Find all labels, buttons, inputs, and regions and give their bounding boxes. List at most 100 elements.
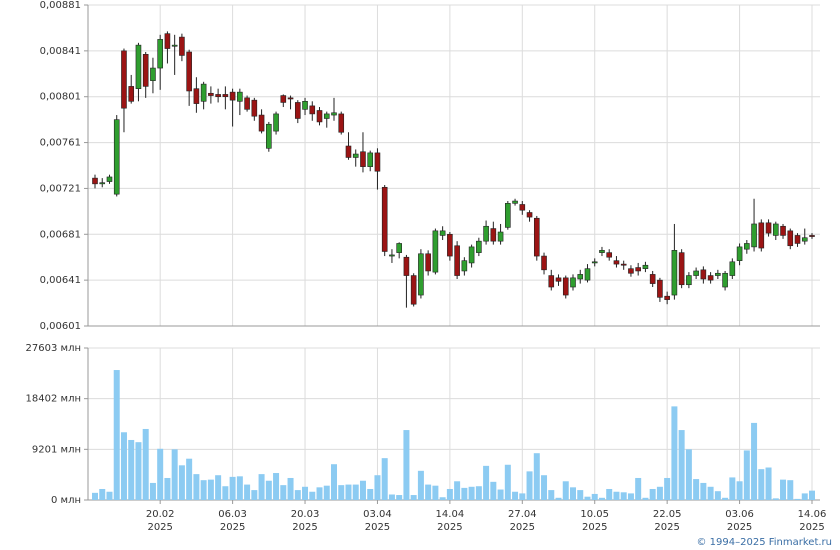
bar [598, 497, 605, 500]
bar [446, 488, 453, 500]
bar [490, 481, 497, 500]
candle-body [302, 101, 308, 110]
bar [236, 476, 243, 500]
bar [468, 486, 475, 500]
source: © 1994–2025 Finmarket.ru [696, 537, 832, 548]
candle-body [541, 255, 547, 271]
candle-body [686, 275, 692, 286]
candle-body [389, 254, 395, 257]
bar [736, 481, 743, 500]
bar [642, 497, 649, 500]
bar [417, 470, 424, 500]
candle-body [418, 253, 424, 296]
bar [92, 492, 98, 500]
candle-body [555, 277, 562, 282]
bar [345, 484, 352, 500]
y-tick-label: 0,00841 [40, 46, 81, 57]
bar [113, 370, 120, 500]
bar [562, 481, 569, 500]
x-tick-label: 14.06 2025 [798, 509, 827, 533]
bar [461, 487, 468, 500]
bar [809, 490, 815, 500]
candle-body [476, 240, 482, 253]
bar [743, 450, 750, 500]
candle-body [664, 295, 670, 300]
candle-body [483, 225, 489, 242]
bar [287, 477, 294, 500]
candle-body [309, 105, 316, 115]
candle-body [150, 67, 156, 81]
bar [627, 493, 634, 500]
bar [693, 479, 700, 500]
bar [613, 491, 620, 500]
bar [403, 430, 410, 500]
candle-body [352, 153, 359, 158]
candle-body [591, 261, 598, 264]
candle-body [287, 97, 294, 100]
bar [649, 488, 656, 500]
bar [758, 469, 765, 500]
bar [685, 449, 692, 500]
bar [157, 448, 164, 500]
bar [570, 487, 576, 500]
candle-body [772, 223, 779, 236]
candle-body [570, 277, 576, 288]
y-tick-label: 9201 млн [32, 444, 81, 455]
bar [425, 484, 432, 500]
bar [251, 490, 258, 500]
bar [338, 485, 345, 500]
bar [106, 491, 113, 500]
candle-body [700, 269, 707, 280]
bar [664, 477, 671, 500]
y-tick-label: 0,00761 [40, 138, 81, 149]
bar [700, 482, 707, 500]
bar [215, 475, 222, 500]
bar [178, 465, 185, 500]
candle-body [628, 268, 634, 274]
candle-body [751, 223, 757, 248]
bar [302, 486, 309, 500]
bar [374, 475, 381, 500]
candle-body [367, 152, 374, 167]
bar [526, 471, 533, 500]
bar [265, 480, 272, 500]
bar [519, 493, 526, 500]
bar [128, 439, 135, 500]
bar [635, 477, 642, 500]
bar [432, 485, 439, 500]
candle-body [461, 260, 468, 272]
x-tick-label: 03.04 2025 [363, 509, 392, 533]
bar [714, 491, 721, 500]
bar [120, 432, 127, 500]
bar [656, 486, 663, 500]
candle-body [157, 39, 163, 69]
candle-body [396, 243, 402, 253]
bar [149, 482, 156, 500]
bar [135, 442, 142, 500]
bar [729, 477, 736, 500]
candle-body [548, 275, 555, 288]
bar [280, 485, 287, 500]
bar [751, 422, 758, 500]
candle-body [613, 260, 620, 265]
y-tick-label: 0,00601 [40, 321, 81, 332]
candle-body [447, 233, 453, 257]
candle-body [200, 83, 207, 102]
y-tick-label: 0,00681 [40, 229, 81, 240]
candle-body [794, 235, 801, 244]
candle-body [171, 44, 178, 47]
candle-body [505, 203, 511, 228]
candle-body [179, 36, 185, 56]
candle-body [331, 112, 337, 116]
candle-body [258, 114, 265, 132]
y-tick-label: 0 млн [51, 495, 81, 506]
candle-body [92, 177, 98, 185]
bar [606, 488, 613, 500]
candle-body [237, 91, 243, 102]
candle-body [294, 102, 301, 119]
candle-body [678, 252, 685, 286]
bar [99, 488, 106, 500]
candle-body [410, 275, 417, 305]
y-tick-label: 0,00641 [40, 275, 81, 286]
